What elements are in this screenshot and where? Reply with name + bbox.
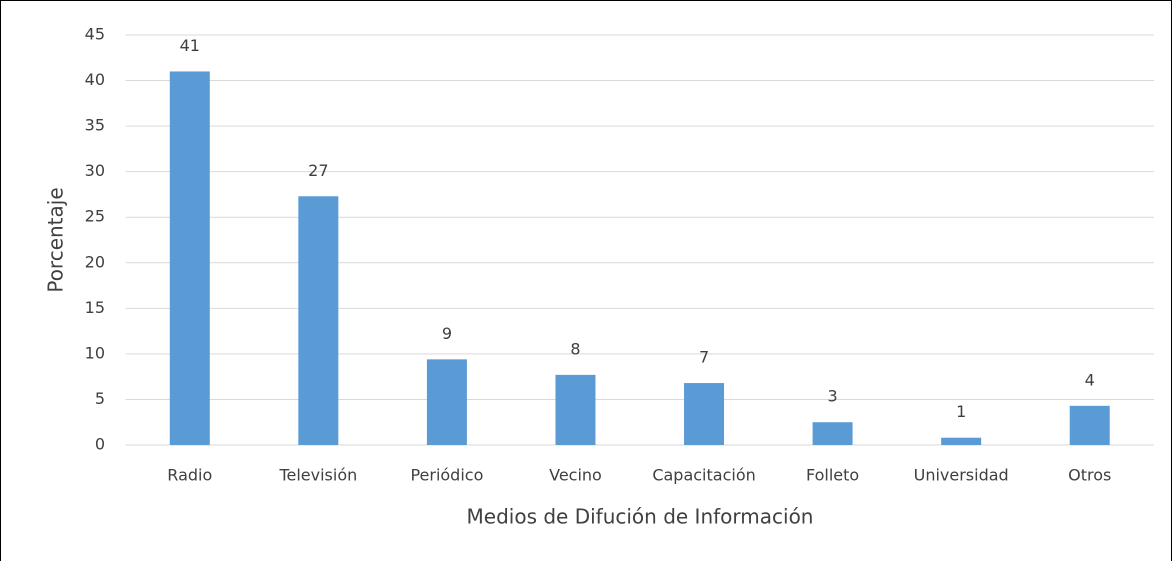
- bar: [298, 196, 339, 445]
- bar: [812, 422, 853, 445]
- y-tick-label: 25: [85, 207, 105, 226]
- y-tick-label: 5: [95, 389, 105, 408]
- x-tick-label: Capacitación: [652, 466, 755, 485]
- y-tick-label: 40: [85, 70, 105, 89]
- x-tick-label: Universidad: [914, 466, 1009, 485]
- data-label: 9: [442, 324, 452, 343]
- x-tick-label: Vecino: [549, 466, 602, 485]
- bar: [169, 71, 210, 445]
- data-label: 41: [180, 36, 200, 55]
- data-label: 4: [1085, 370, 1095, 389]
- x-tick-label: Folleto: [806, 466, 859, 485]
- bar: [555, 374, 596, 445]
- data-label: 8: [570, 339, 580, 358]
- x-tick-label: Televisión: [278, 466, 357, 485]
- data-label: 3: [828, 387, 838, 406]
- y-axis-title: Porcentaje: [44, 187, 68, 292]
- x-tick-label: Periódico: [410, 466, 483, 485]
- bar: [684, 383, 725, 445]
- bar: [1069, 405, 1110, 445]
- y-tick-label: 35: [85, 116, 105, 135]
- y-tick-label: 30: [85, 161, 105, 180]
- x-tick-label: Radio: [167, 466, 212, 485]
- y-tick-label: 45: [85, 25, 105, 44]
- x-tick-label: Otros: [1068, 466, 1111, 485]
- x-axis-title: Medios de Difución de Información: [467, 505, 814, 529]
- data-label: 7: [699, 348, 709, 367]
- y-tick-label: 15: [85, 298, 105, 317]
- bar: [426, 359, 467, 445]
- y-tick-label: 0: [95, 435, 105, 454]
- data-label: 27: [308, 161, 328, 180]
- bar: [941, 437, 982, 445]
- y-tick-label: 20: [85, 252, 105, 271]
- data-label: 1: [956, 402, 966, 421]
- y-tick-label: 10: [85, 343, 105, 362]
